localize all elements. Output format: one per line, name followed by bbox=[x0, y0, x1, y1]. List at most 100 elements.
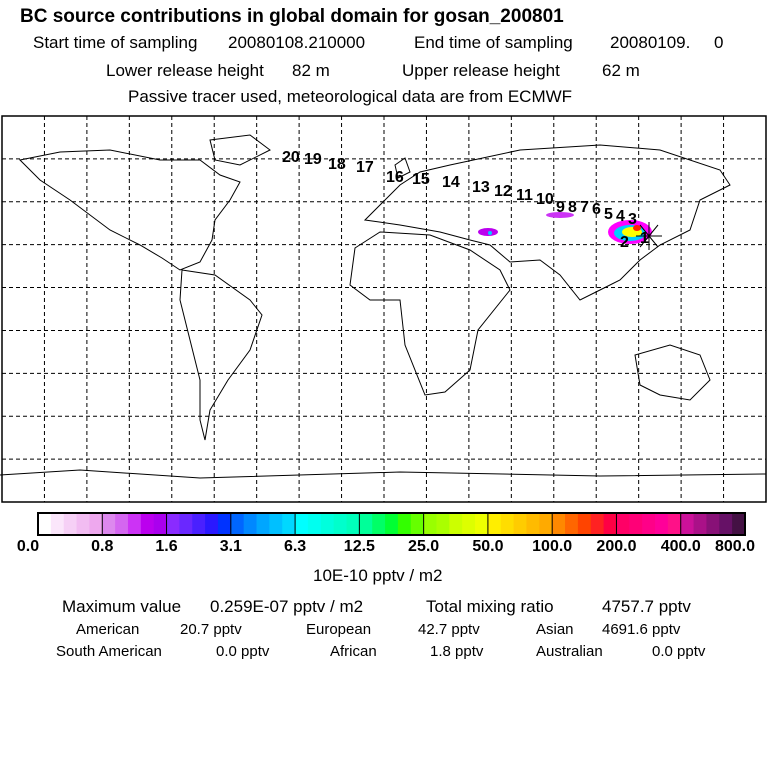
colorbar-swatch bbox=[192, 513, 206, 535]
colorbar-swatch bbox=[282, 513, 296, 535]
coastlines bbox=[0, 134, 767, 479]
trajectory-label: 16 bbox=[386, 169, 404, 186]
colorbar-unit: 10E-10 pptv / m2 bbox=[313, 566, 443, 585]
colorbar-swatch bbox=[359, 513, 373, 535]
colorbar-tick-label: 0.0 bbox=[16, 538, 40, 555]
colorbar-swatch bbox=[565, 513, 579, 535]
receptor-marker bbox=[636, 222, 662, 250]
colorbar-swatch bbox=[50, 513, 65, 535]
lower-height-label: Lower release height bbox=[106, 61, 264, 80]
region-european-label: European bbox=[306, 621, 372, 638]
trajectory-label: 13 bbox=[472, 179, 490, 196]
colorbar-tick-label: 0.8 bbox=[91, 538, 114, 555]
colorbar-swatch bbox=[410, 513, 425, 535]
colorbar-swatch bbox=[140, 513, 155, 535]
colorbar-swatch bbox=[719, 513, 733, 535]
trajectory-label: 10 bbox=[536, 191, 554, 208]
end-time-value: 20080109. 0 bbox=[610, 33, 724, 52]
trajectory-label: 8 bbox=[568, 199, 577, 216]
colorbar-swatch bbox=[436, 513, 450, 535]
colorbar-tick-label: 50.0 bbox=[472, 538, 504, 555]
trajectory-label: 18 bbox=[328, 156, 346, 173]
colorbar-swatch bbox=[102, 513, 116, 535]
upper-height-label: Upper release height bbox=[402, 61, 560, 80]
colorbar-swatch bbox=[346, 513, 360, 535]
region-european-value: 42.7 pptv bbox=[418, 621, 480, 638]
colorbar-swatch bbox=[616, 513, 630, 535]
colorbar-swatch bbox=[320, 513, 335, 535]
trajectory-label: 9 bbox=[556, 199, 565, 216]
colorbar-swatch bbox=[655, 513, 669, 535]
colorbar-swatch bbox=[38, 513, 52, 535]
colorbar-swatch bbox=[307, 513, 322, 535]
trajectory-label: 3 bbox=[628, 211, 637, 228]
upper-height-value: 62 m bbox=[602, 61, 640, 80]
colorbar-tick-label: 100.0 bbox=[532, 538, 573, 555]
end-time-label: End time of sampling bbox=[414, 33, 573, 52]
colorbar-swatch bbox=[385, 513, 399, 535]
colorbar-swatch bbox=[462, 513, 476, 535]
colorbar-frame bbox=[37, 512, 746, 536]
trajectory-label: 5 bbox=[604, 206, 613, 223]
colorbar-tick-label: 3.1 bbox=[219, 538, 242, 555]
start-time-value: 20080108.210000 bbox=[228, 33, 366, 52]
tracer-note: Passive tracer used, meteorological data… bbox=[128, 87, 573, 106]
trajectory-label: 19 bbox=[304, 151, 322, 168]
colorbar-swatch bbox=[667, 513, 682, 535]
colorbar-swatch bbox=[217, 513, 232, 535]
colorbar-swatch bbox=[372, 513, 386, 535]
region-african-value: 1.8 pptv bbox=[430, 643, 484, 660]
colorbar-swatch bbox=[449, 513, 463, 535]
colorbar-swatch bbox=[115, 513, 129, 535]
region-australian-value: 0.0 pptv bbox=[652, 643, 706, 660]
lower-height-value: 82 m bbox=[292, 61, 330, 80]
colorbar-swatch bbox=[333, 513, 348, 535]
trajectory-label: 20 bbox=[282, 149, 300, 166]
region-south-american-label: South American bbox=[56, 643, 162, 660]
colorbar-swatch bbox=[629, 513, 643, 535]
colorbar-swatch bbox=[590, 513, 605, 535]
region-american-label: American bbox=[76, 621, 140, 638]
colorbar-swatch bbox=[513, 513, 527, 535]
colorbar-tick-label: 800.0 bbox=[714, 538, 756, 555]
max-value-label: Maximum value bbox=[62, 597, 182, 616]
colorbar-swatch bbox=[732, 513, 746, 535]
colorbar-swatch bbox=[63, 513, 78, 535]
trajectory-label: 6 bbox=[592, 201, 601, 218]
region-asian-label: Asian bbox=[536, 621, 574, 638]
trajectory-label: 11 bbox=[516, 187, 533, 204]
region-american-value: 20.7 pptv bbox=[180, 621, 242, 638]
trajectory-label: 17 bbox=[356, 159, 374, 176]
total-mixing-label: Total mixing ratio bbox=[426, 597, 554, 616]
colorbar-tick-label: 6.3 bbox=[283, 538, 307, 555]
colorbar-swatch bbox=[526, 513, 540, 535]
max-value: 0.259E-07 pptv / m2 bbox=[210, 597, 364, 616]
colorbar-swatch bbox=[230, 513, 245, 535]
colorbar-swatch bbox=[243, 513, 258, 535]
colorbar-tick-label: 12.5 bbox=[343, 538, 375, 555]
colorbar-tick-label: 25.0 bbox=[408, 538, 440, 555]
colorbar-swatch bbox=[577, 513, 592, 535]
trajectory-label: 14 bbox=[442, 174, 460, 191]
colorbar-swatch bbox=[269, 513, 283, 535]
trajectory-label: 4 bbox=[616, 208, 625, 225]
colorbar-swatch bbox=[552, 513, 566, 535]
region-asian-value: 4691.6 pptv bbox=[602, 621, 681, 638]
colorbar-swatch bbox=[706, 513, 720, 535]
region-australian-label: Australian bbox=[536, 643, 603, 660]
colorbar-swatch bbox=[500, 513, 515, 535]
trajectory-label: 1 bbox=[640, 230, 649, 247]
colorbar-swatch bbox=[295, 513, 309, 535]
colorbar-swatch bbox=[603, 513, 617, 535]
total-mixing-value: 4757.7 pptv bbox=[602, 597, 691, 616]
colorbar-swatch bbox=[539, 513, 553, 535]
region-african-label: African bbox=[330, 643, 377, 660]
colorbar-swatch bbox=[693, 513, 707, 535]
colorbar bbox=[37, 512, 746, 536]
colorbar-tick-label: 400.0 bbox=[660, 538, 701, 555]
map-frame bbox=[1, 115, 767, 503]
trajectory-label: 15 bbox=[412, 171, 430, 188]
concentration-field bbox=[478, 212, 652, 244]
